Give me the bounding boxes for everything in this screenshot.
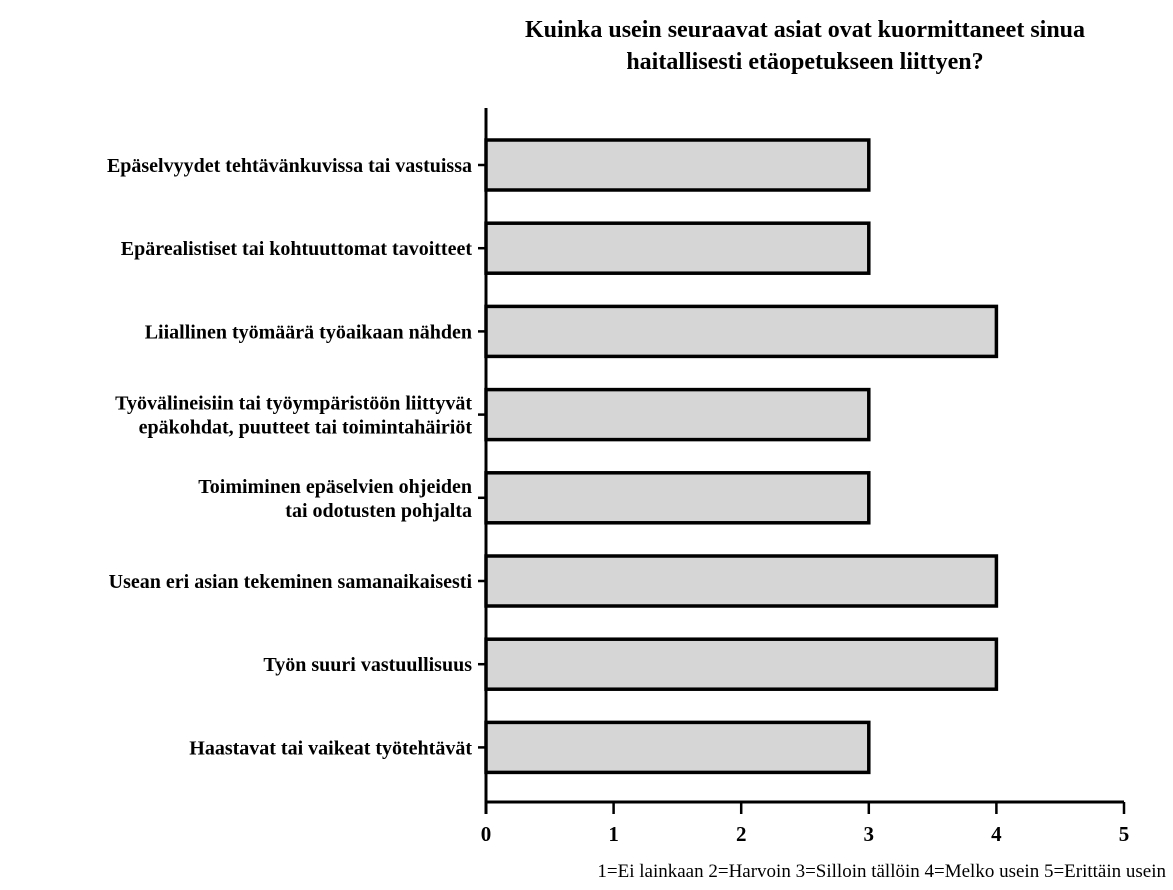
chart-title: Kuinka usein seuraavat asiat ovat kuormi… [525, 17, 1085, 75]
x-tick-label: 3 [864, 822, 875, 846]
category-label: Liiallinen työmäärä työaikaan nähden [145, 321, 472, 343]
bars [484, 138, 999, 775]
category-label: tai odotusten pohjalta [285, 500, 472, 522]
category-label: Usean eri asian tekeminen samanaikaisest… [109, 571, 473, 593]
x-axis: 0 1 2 3 4 5 1=Ei lainkaan 2=Harvoin 3=Silloin … [478, 108, 1166, 882]
x-tick-label: 5 [1119, 822, 1130, 846]
category-label: Epäselvyydet tehtävänkuvissa tai vastuis… [107, 155, 472, 177]
category-labels: Epäselvyydet tehtävänkuvissa tai vastuis… [107, 155, 473, 759]
chart-title-line: Kuinka usein seuraavat asiat ovat kuormi… [525, 17, 1085, 43]
x-tick-label: 0 [481, 822, 492, 846]
bar [484, 637, 999, 691]
category-label: Epärealistiset tai kohtuuttomat tavoitte… [121, 238, 473, 260]
x-tick-label: 1 [608, 822, 619, 846]
bar [484, 471, 871, 525]
chart-title-line: haitallisesti etäopetukseen liittyen? [626, 49, 983, 75]
bar [484, 221, 871, 275]
x-tick-label: 4 [991, 822, 1002, 846]
bar [484, 554, 999, 608]
x-tick-label: 2 [736, 822, 747, 846]
bar [484, 387, 871, 442]
category-label: Haastavat tai vaikeat työtehtävät [189, 737, 472, 759]
bar [484, 138, 871, 192]
x-axis-label: 1=Ei lainkaan 2=Harvoin 3=Silloin tällöi… [597, 861, 1166, 882]
bar [484, 720, 871, 775]
category-label: Toimiminen epäselvien ohjeiden [198, 476, 472, 498]
category-label: Työvälineisiin tai työympäristöön liitty… [115, 393, 472, 415]
bar [484, 304, 999, 359]
category-label: Työn suuri vastuullisuus [263, 654, 472, 676]
category-label: epäkohdat, puutteet tai toimintahäiriöt [139, 417, 473, 439]
